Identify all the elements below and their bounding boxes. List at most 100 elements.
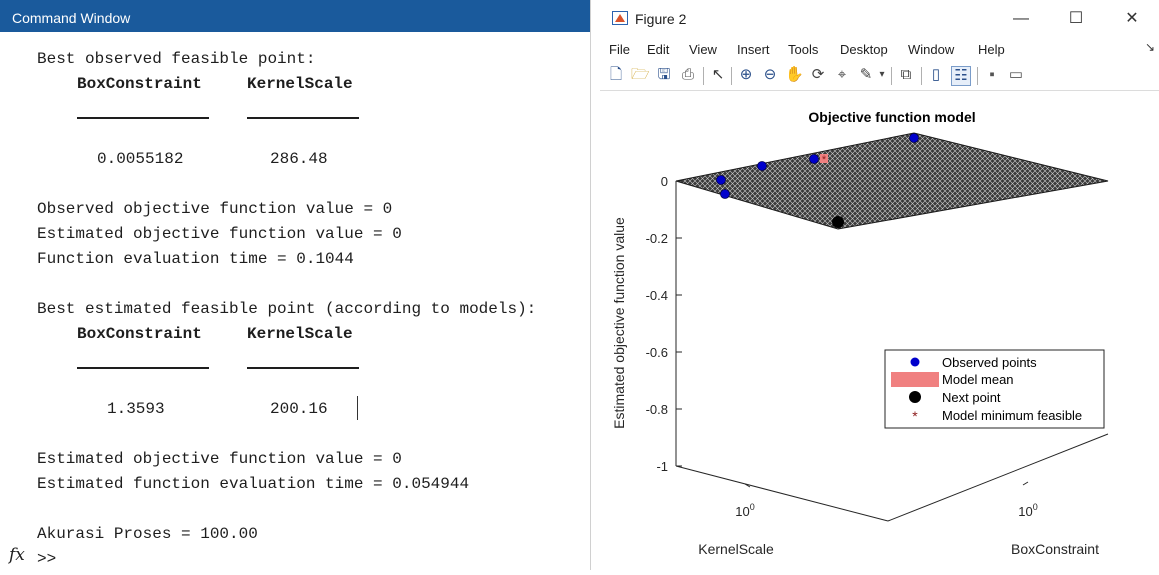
- estimated-evaluation-time-line: Estimated function evaluation time = 0.0…: [37, 475, 470, 493]
- zoom-out-icon[interactable]: ⊖: [763, 66, 777, 83]
- command-window: Command Window Best observed feasible po…: [0, 0, 591, 570]
- estimated-kernelscale-value: 200.16: [270, 400, 328, 418]
- z-tick-label: -1: [656, 459, 668, 474]
- brush-icon[interactable]: ✎: [859, 66, 873, 83]
- legend-observed-label: Observed points: [942, 355, 1037, 370]
- chart-title: Objective function model: [808, 109, 975, 125]
- model-mean-marker: [820, 154, 828, 163]
- observed-point: [809, 154, 819, 164]
- axes-box: [675, 181, 1109, 522]
- observed-kernelscale-value: 286.48: [270, 150, 328, 168]
- menu-insert[interactable]: Insert: [737, 42, 770, 57]
- toolbar-separator: [977, 67, 978, 85]
- data-cursor-icon[interactable]: ⌖: [837, 66, 847, 83]
- new-figure-icon[interactable]: 🗋: [609, 66, 623, 83]
- observed-point: [757, 161, 767, 171]
- figure-toolbar: 🗋 🗁 🖫 ⎙ ↖ ⊕ ⊖ ✋ ⟳ ⌖ ✎ ▾ ⧉ ▯ ☷ ▪ ▭: [600, 62, 1159, 91]
- maximize-button[interactable]: ☐: [1068, 10, 1084, 27]
- menu-window[interactable]: Window: [908, 42, 955, 57]
- menu-overflow-icon[interactable]: ↘: [1145, 40, 1156, 54]
- legend-observed-marker: [910, 357, 920, 367]
- z-tick-label: -0.4: [646, 288, 668, 303]
- x-tick-label: 100: [735, 502, 754, 519]
- evaluation-time-line: Function evaluation time = 0.1044: [37, 250, 354, 268]
- zoom-in-icon[interactable]: ⊕: [739, 66, 753, 83]
- menu-desktop[interactable]: Desktop: [840, 42, 888, 57]
- menu-edit[interactable]: Edit: [647, 42, 670, 57]
- column-underline: [77, 117, 209, 119]
- y-axis-label: BoxConstraint: [1011, 541, 1099, 557]
- figure-title-bar: Figure 2 — ☐ ✕: [600, 0, 1159, 38]
- z-axis-ticks: 0 -0.2 -0.4 -0.6 -0.8 -1: [646, 174, 682, 474]
- brush-dropdown-icon[interactable]: ▾: [879, 69, 885, 80]
- toolbar-separator: [921, 67, 922, 85]
- z-tick-label: -0.2: [646, 231, 668, 246]
- column-underline: [247, 117, 359, 119]
- y-tick-label: 100: [1018, 502, 1037, 519]
- rotate-3d-icon[interactable]: ⟳: [811, 66, 825, 83]
- y-axis-line: [887, 433, 1109, 522]
- function-browser-icon[interactable]: fx: [9, 545, 25, 565]
- menu-file[interactable]: File: [609, 42, 630, 57]
- column-underline: [77, 367, 209, 369]
- save-icon[interactable]: 🖫: [657, 66, 671, 83]
- menu-help[interactable]: Help: [978, 42, 1005, 57]
- observed-point: [720, 189, 730, 199]
- column-header-kernelscale: KernelScale: [247, 325, 353, 343]
- x-axis-line: [675, 465, 889, 522]
- colorbar-icon[interactable]: ▯: [931, 66, 941, 83]
- column-header-boxconstraint: BoxConstraint: [77, 75, 202, 93]
- accuracy-line: Akurasi Proses = 100.00: [37, 525, 258, 543]
- pointer-icon[interactable]: ↖: [711, 66, 725, 83]
- legend-model-mean-label: Model mean: [942, 372, 1014, 387]
- column-underline: [247, 367, 359, 369]
- legend-model-min-marker: *: [912, 408, 918, 424]
- close-button[interactable]: ✕: [1125, 10, 1139, 27]
- z-tick-label: 0: [661, 174, 668, 189]
- command-prompt[interactable]: >>: [37, 550, 57, 568]
- legend-next-point-label: Next point: [942, 390, 1001, 405]
- menu-view[interactable]: View: [689, 42, 717, 57]
- figure-title: Figure 2: [635, 11, 687, 27]
- legend-next-point-marker: [909, 391, 921, 403]
- observed-boxconstraint-value: 0.0055182: [97, 150, 184, 168]
- open-file-icon[interactable]: 🗁: [631, 66, 650, 83]
- toolbar-separator: [703, 67, 704, 85]
- estimated-boxconstraint-value: 1.3593: [107, 400, 165, 418]
- observed-objective-line: Observed objective function value = 0: [37, 200, 393, 218]
- figure-axes-area[interactable]: Objective function model 0 -0.2 -0.4 -0.6 -0…: [600, 91, 1159, 570]
- legend-model-mean-marker: [891, 372, 939, 387]
- best-estimated-header: Best estimated feasible point (according…: [37, 300, 537, 318]
- print-icon[interactable]: ⎙: [681, 66, 694, 83]
- objective-function-chart[interactable]: Objective function model 0 -0.2 -0.4 -0.6 -0…: [600, 91, 1159, 570]
- matlab-figure-icon: [612, 11, 628, 25]
- next-point: [832, 216, 844, 228]
- observed-point: [909, 133, 919, 143]
- command-window-title: Command Window: [0, 0, 590, 32]
- pan-icon[interactable]: ✋: [785, 66, 804, 83]
- text-caret: [357, 396, 358, 420]
- model-minimum-marker: *: [822, 154, 827, 166]
- link-plot-icon[interactable]: ⧉: [900, 66, 912, 83]
- toolbar-separator: [891, 67, 892, 85]
- z-axis-label: Estimated objective function value: [611, 217, 627, 429]
- minimize-button[interactable]: —: [1013, 10, 1029, 27]
- show-plot-tools-icon[interactable]: ▭: [1008, 66, 1024, 83]
- column-header-kernelscale: KernelScale: [247, 75, 353, 93]
- x-tick-mark: [744, 483, 751, 488]
- legend-box: [884, 349, 1105, 429]
- menu-tools[interactable]: Tools: [788, 42, 819, 57]
- figure-menu-bar: File Edit View Insert Tools Desktop Wind…: [600, 38, 1159, 62]
- observed-point: [716, 175, 726, 185]
- estimated-objective-line: Estimated objective function value = 0: [37, 225, 402, 243]
- legend-icon[interactable]: ☷: [951, 66, 971, 86]
- legend-model-min-label: Model minimum feasible: [942, 408, 1082, 423]
- chart-legend[interactable]: Observed points Model mean Next point * …: [884, 349, 1105, 429]
- z-tick-label: -0.6: [646, 345, 668, 360]
- toolbar-separator: [731, 67, 732, 85]
- best-observed-header: Best observed feasible point:: [37, 50, 316, 68]
- estimated-objective-line: Estimated objective function value = 0: [37, 450, 402, 468]
- column-header-boxconstraint: BoxConstraint: [77, 325, 202, 343]
- data-points: *: [716, 133, 919, 228]
- hide-plot-tools-icon[interactable]: ▪: [989, 66, 995, 83]
